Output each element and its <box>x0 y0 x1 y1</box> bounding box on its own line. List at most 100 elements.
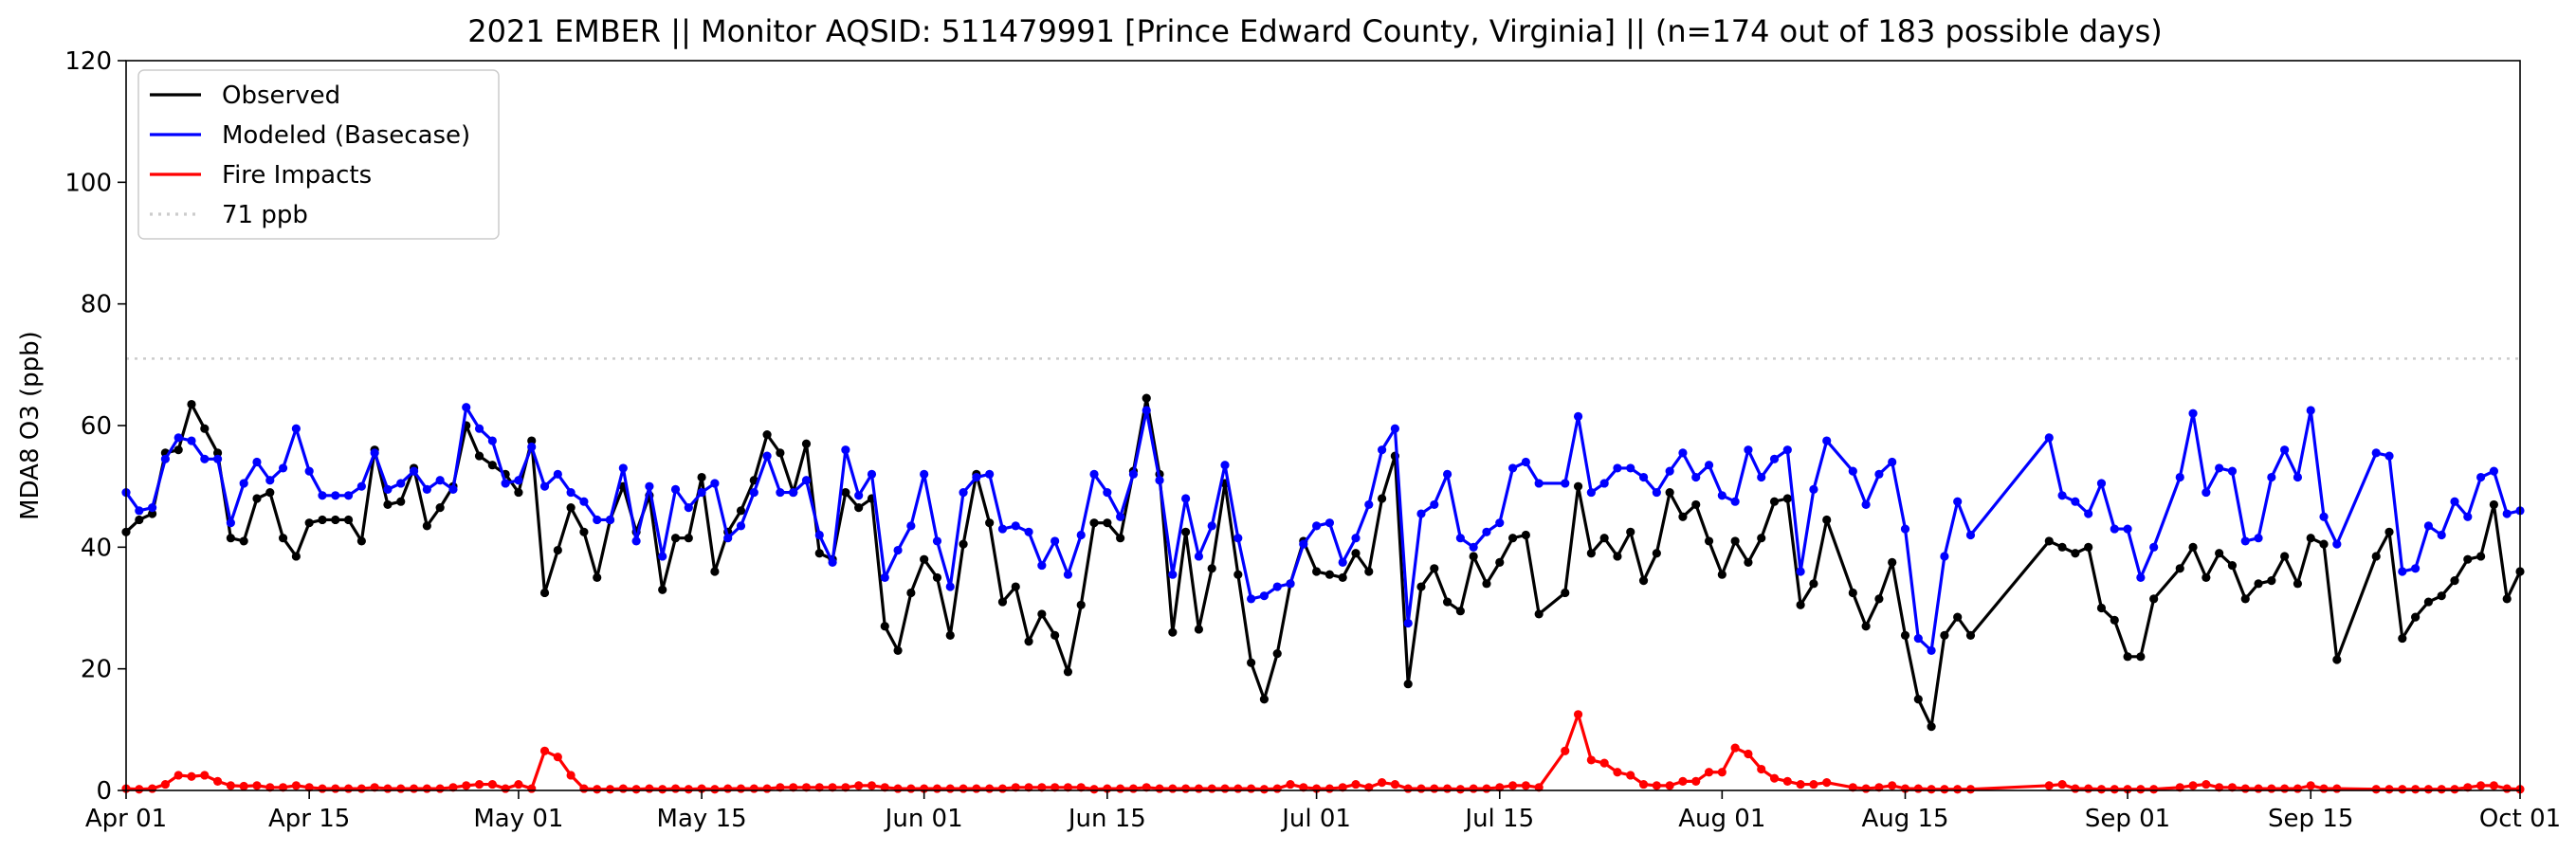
data-point <box>2254 784 2263 793</box>
data-point <box>383 784 393 793</box>
data-point <box>1507 463 1518 473</box>
data-point <box>1573 481 1583 491</box>
data-point <box>997 597 1008 607</box>
data-point <box>1809 579 1818 589</box>
x-tick-label: Sep 01 <box>2085 805 2170 833</box>
data-point <box>278 463 288 473</box>
data-point <box>2201 572 2211 583</box>
data-point <box>200 454 210 463</box>
data-point <box>1128 469 1139 479</box>
data-point <box>1181 527 1191 536</box>
data-point <box>854 503 864 513</box>
data-point <box>1769 497 1780 506</box>
data-point <box>2227 560 2238 571</box>
data-point <box>1089 518 1099 528</box>
data-point <box>487 436 497 445</box>
data-point <box>593 572 602 583</box>
data-point <box>972 784 981 793</box>
legend-label: Fire Impacts <box>222 161 372 190</box>
data-point <box>1207 564 1216 573</box>
data-point <box>160 779 170 789</box>
x-tick-label: Jul 15 <box>1463 805 1534 833</box>
data-point <box>1442 784 1452 793</box>
x-axis: Apr 01 Apr 15 May 01 May 15 Jun 01 Jun 15 Jul … <box>85 790 2561 833</box>
data-point <box>789 487 798 498</box>
data-point <box>1769 773 1780 783</box>
data-point <box>539 746 550 755</box>
data-point <box>1744 749 1753 759</box>
data-point <box>1455 785 1465 794</box>
data-point <box>527 784 537 793</box>
data-point <box>1272 582 1282 591</box>
data-point <box>1259 785 1270 794</box>
data-point <box>1521 457 1530 467</box>
data-point <box>2476 781 2486 790</box>
data-point <box>2437 785 2446 794</box>
data-point <box>814 549 824 558</box>
data-point <box>1940 552 1949 561</box>
data-point <box>1704 536 1714 546</box>
data-point <box>514 476 523 485</box>
y-tick-label: 80 <box>81 291 112 319</box>
data-point <box>187 399 196 409</box>
data-point <box>1744 557 1753 567</box>
data-point <box>997 524 1008 534</box>
x-tick-label: Apr 15 <box>268 805 350 833</box>
data-point <box>1691 776 1701 786</box>
data-point <box>2188 408 2198 418</box>
data-point <box>1940 630 1949 640</box>
data-point <box>343 784 354 793</box>
data-point <box>1220 784 1230 793</box>
data-point <box>1050 536 1060 546</box>
data-point <box>226 534 235 543</box>
data-point <box>920 469 929 479</box>
data-point <box>1874 594 1884 604</box>
data-point <box>945 630 955 640</box>
y-tick-label: 0 <box>96 777 112 806</box>
data-point <box>1730 743 1740 753</box>
data-point <box>1155 784 1164 793</box>
data-point <box>828 557 837 567</box>
data-point <box>2371 552 2381 561</box>
data-point <box>1769 454 1780 463</box>
x-tick-label: May 01 <box>473 805 563 833</box>
data-point <box>1430 564 1439 573</box>
data-point <box>2057 542 2067 552</box>
data-point <box>2071 549 2080 558</box>
data-point <box>1953 785 1963 794</box>
data-point <box>658 552 667 561</box>
x-tick-label: Sep 15 <box>2268 805 2353 833</box>
data-point <box>1233 784 1243 793</box>
data-point <box>1730 497 1740 506</box>
data-point <box>1142 393 1151 403</box>
data-point <box>553 753 562 762</box>
data-point <box>1351 534 1361 543</box>
data-point <box>1953 612 1963 622</box>
data-point <box>448 484 458 494</box>
data-point <box>1586 549 1596 558</box>
data-point <box>893 645 903 656</box>
data-point <box>945 784 955 793</box>
data-point <box>841 487 850 498</box>
data-point <box>579 497 589 506</box>
data-point <box>2398 567 2407 576</box>
data-point <box>252 494 262 503</box>
data-point <box>2463 783 2473 792</box>
data-point <box>1403 618 1413 628</box>
data-point <box>1848 783 1857 792</box>
data-point <box>2084 542 2093 552</box>
data-point <box>1573 710 1583 719</box>
data-point <box>1259 591 1270 601</box>
data-point <box>2319 539 2329 549</box>
data-point <box>1561 479 1570 488</box>
data-point <box>331 784 340 793</box>
data-point <box>1024 783 1033 792</box>
data-point <box>2175 783 2184 792</box>
data-point <box>501 479 510 488</box>
data-point <box>2319 784 2329 793</box>
data-point <box>1665 466 1674 476</box>
data-point <box>618 784 628 793</box>
data-point <box>2423 785 2434 794</box>
data-point <box>1927 645 1936 656</box>
data-point <box>605 515 615 525</box>
